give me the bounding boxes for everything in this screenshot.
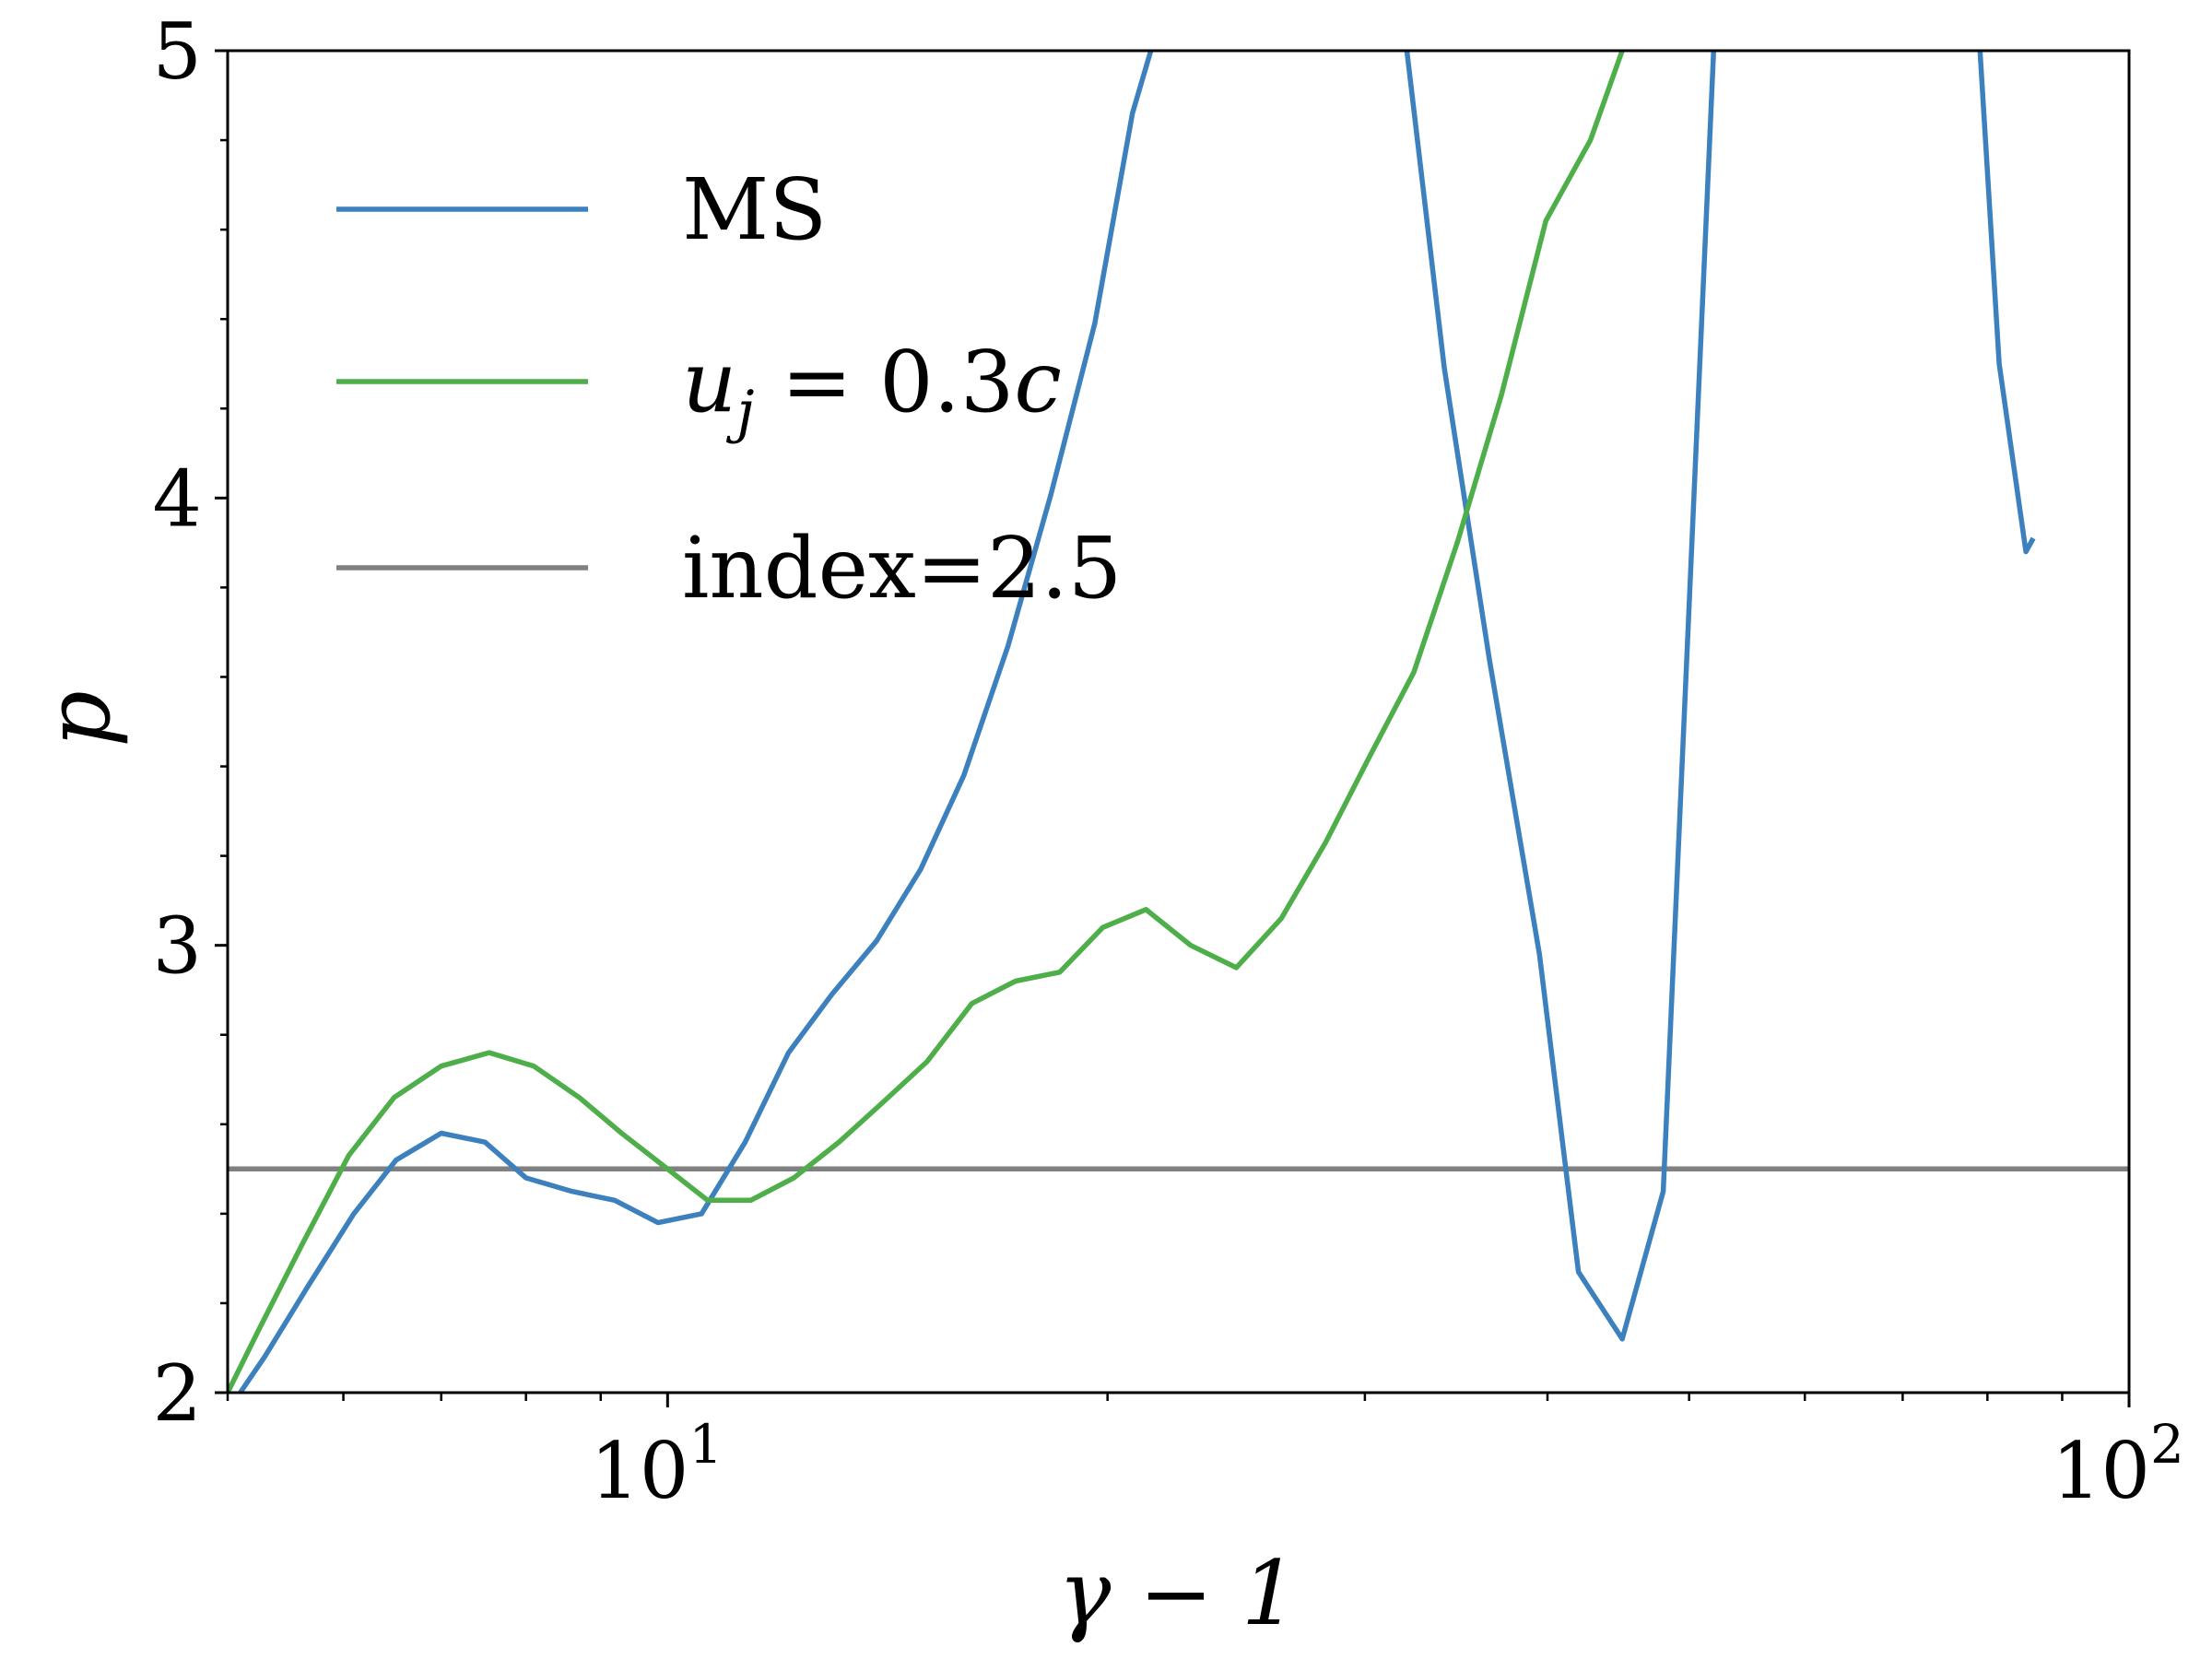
y-tick-label-3: 5 — [153, 6, 202, 97]
x-axis-label: γ − 1 — [1058, 1542, 1298, 1645]
x-tick-label-1: 102 — [2052, 1413, 2184, 1516]
y-tick-label-1: 3 — [153, 901, 202, 992]
legend-label-0: MS — [682, 160, 827, 259]
series-line-1 — [228, 51, 1625, 1393]
plot-frame — [226, 49, 2131, 1394]
legend-label-1: uj = 0.3c — [682, 333, 1062, 445]
y-tick-label-0: 2 — [153, 1348, 202, 1439]
series-layer — [228, 51, 2129, 1393]
x-tick-label-0: 101 — [590, 1413, 723, 1516]
series-line-0 — [238, 51, 2036, 1393]
legend-label-2: index=2.5 — [682, 519, 1122, 618]
legend-layer: MS uj = 0.3c index=2.5 — [336, 160, 1122, 618]
y-tick-label-2: 4 — [153, 453, 202, 544]
ticks-layer: 2 3 4 5 101 102 — [153, 6, 2184, 1516]
y-axis-label: p — [27, 690, 130, 747]
